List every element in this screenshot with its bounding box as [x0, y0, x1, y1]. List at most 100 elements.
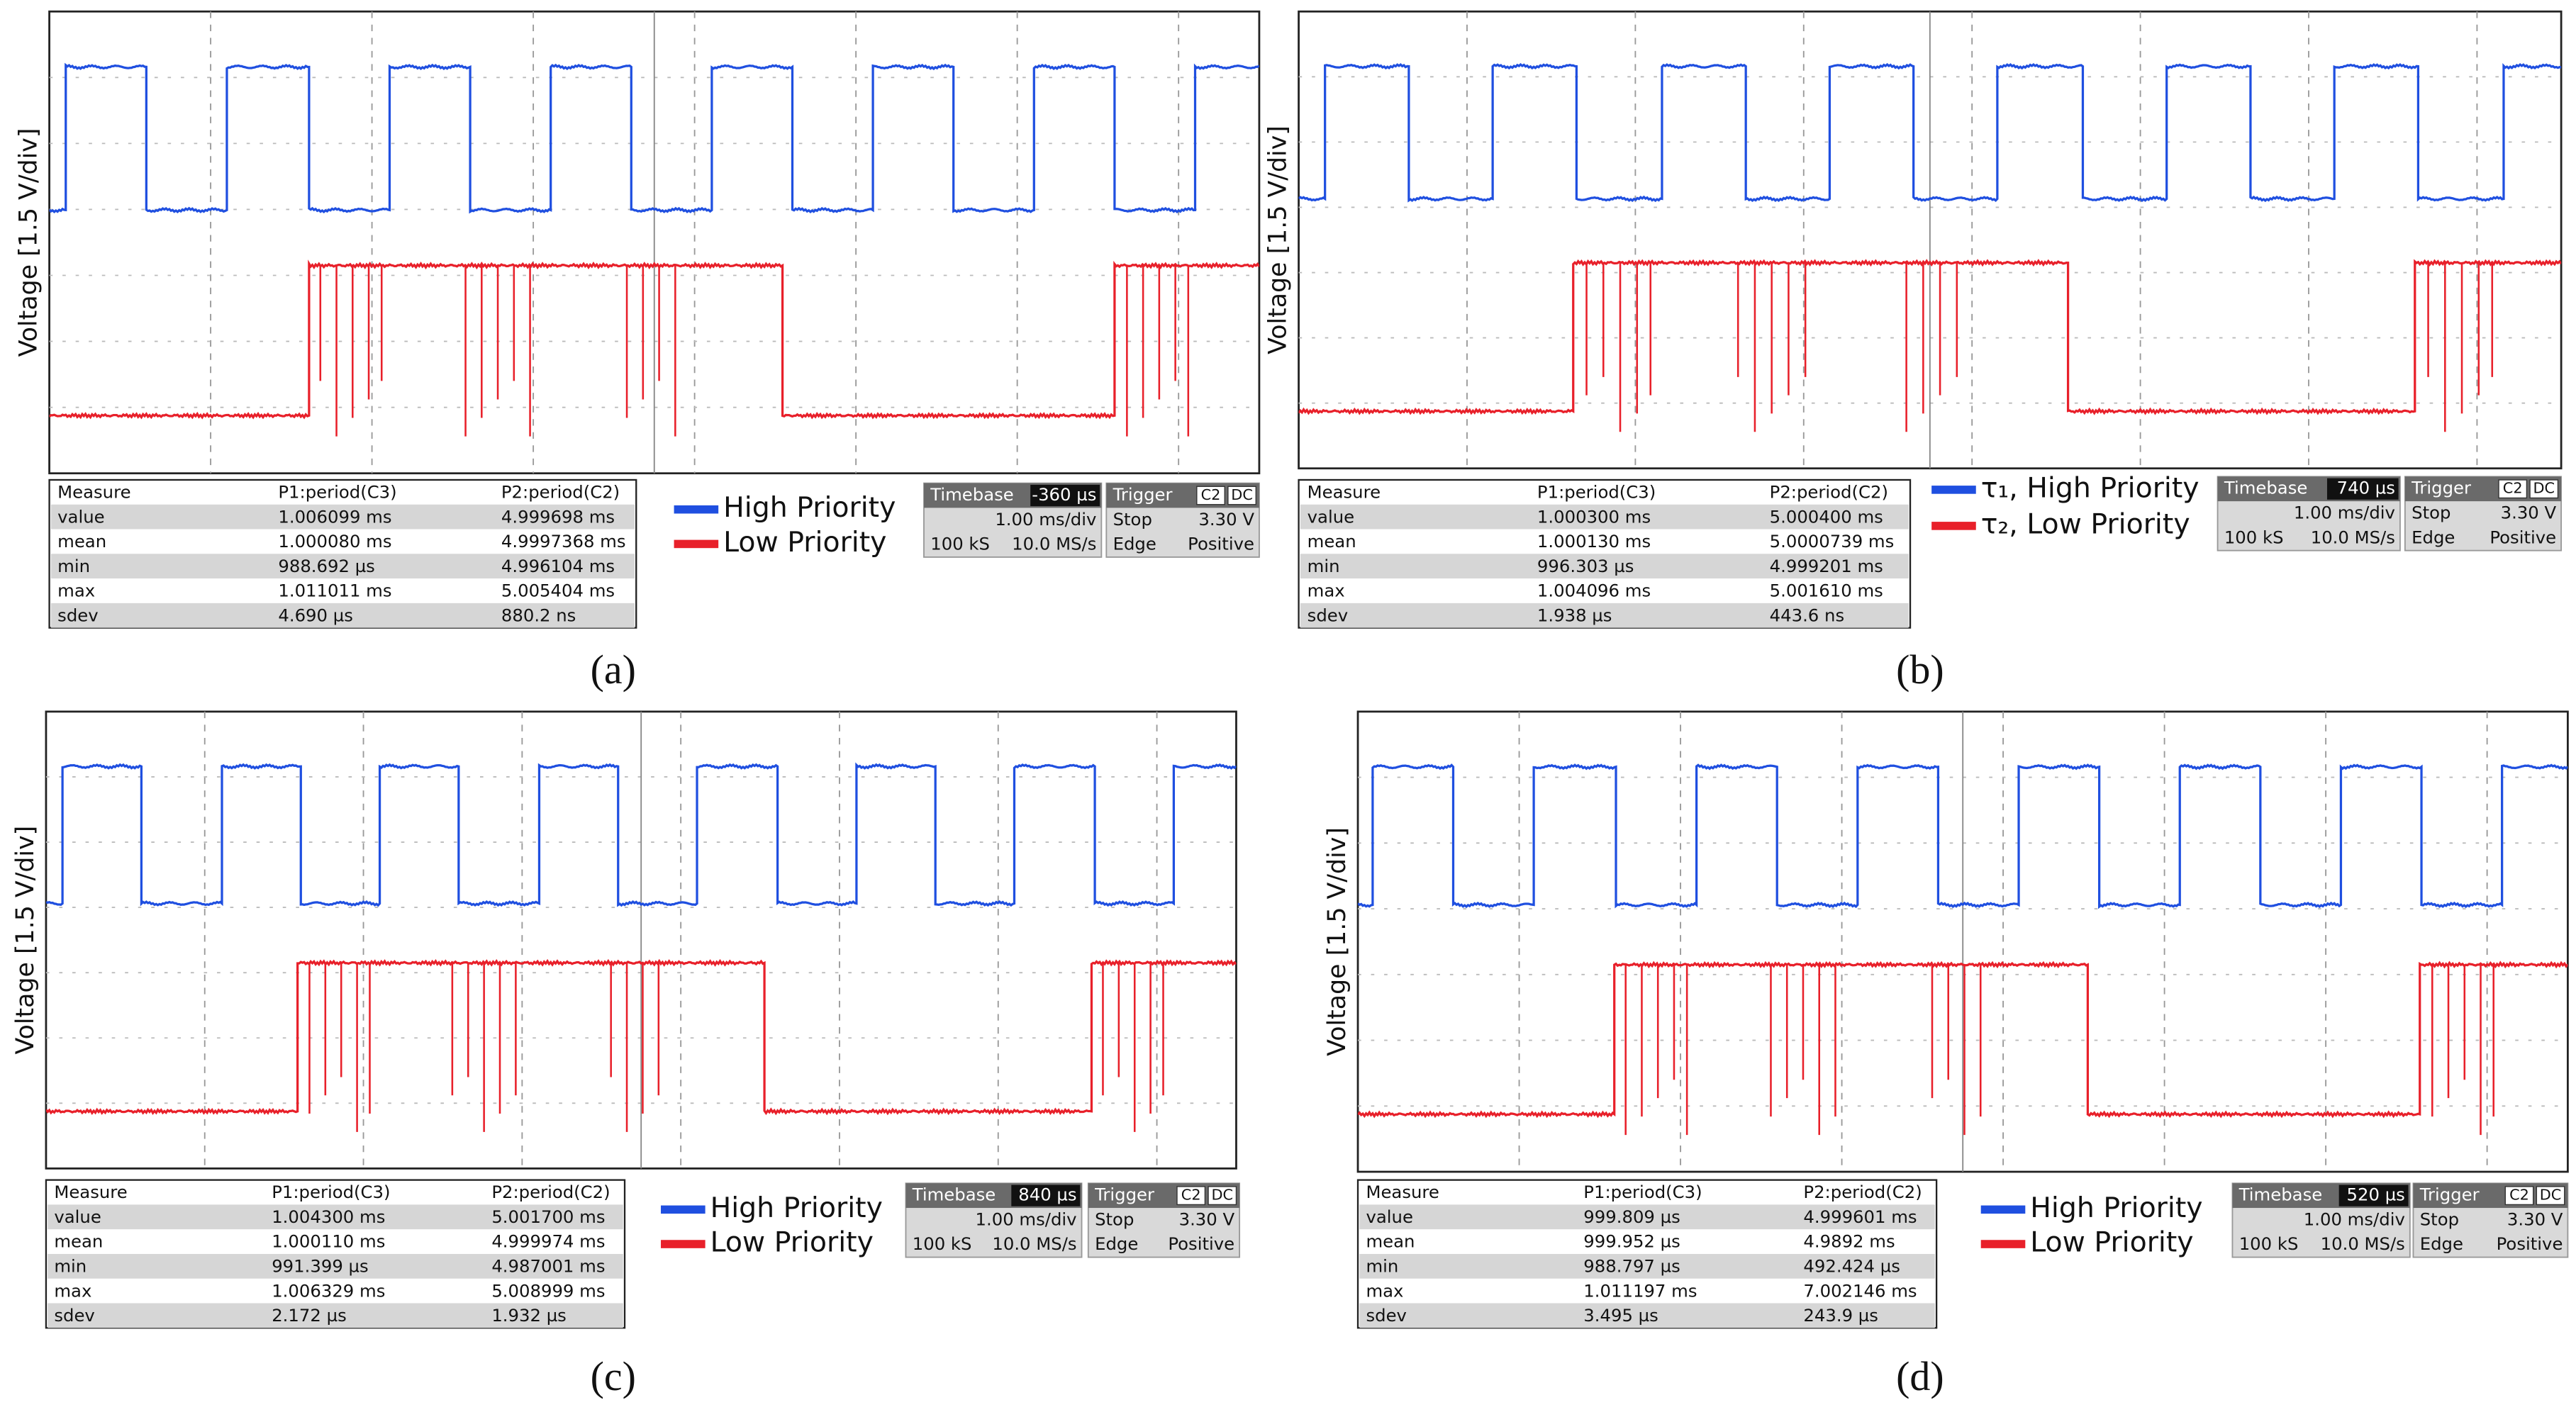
timebase-samples: 100 kS — [930, 534, 990, 554]
table-header: P1:period(C3) — [278, 482, 396, 503]
table-cell: sdev — [57, 605, 98, 625]
table-cell: sdev — [1307, 605, 1348, 625]
trigger-channel-box — [2504, 1186, 2534, 1206]
trigger-channel: C2 — [2503, 480, 2523, 497]
trigger-title: Trigger — [2419, 1184, 2480, 1205]
trigger-coupling-box — [2529, 479, 2559, 499]
trigger-coupling: DC — [2540, 1187, 2562, 1204]
table-cell: max — [1366, 1280, 1403, 1301]
table-cell: 4.999698 ms — [501, 506, 615, 527]
legend-swatch — [661, 1205, 706, 1214]
trigger-channel: C2 — [1181, 1187, 1201, 1204]
legend-label: τ₂, Low Priority — [1981, 508, 2190, 540]
table-cell: 999.952 µs — [1583, 1231, 1680, 1252]
table-cell: 5.0000739 ms — [1770, 531, 1895, 551]
table-cell: 1.000080 ms — [278, 531, 391, 551]
table-cell: 880.2 ns — [501, 605, 576, 625]
trigger-slope: Positive — [1168, 1233, 1234, 1254]
table-cell: 4.9997368 ms — [501, 531, 626, 551]
trigger-channel-box — [1176, 1186, 1206, 1206]
trigger-level: 3.30 V — [2507, 1209, 2563, 1229]
legend-swatch — [674, 539, 719, 549]
timebase-value-box — [1011, 1184, 1081, 1206]
table-cell: value — [1307, 506, 1354, 527]
table-row — [1359, 1303, 1935, 1328]
legend-label: Low Priority — [723, 526, 886, 559]
trigger-level: 3.30 V — [1179, 1209, 1235, 1229]
low-priority-trace — [49, 259, 1259, 420]
timebase-scale: 1.00 ms/div — [2304, 1209, 2405, 1229]
table-header: P2:period(C2) — [491, 1182, 610, 1202]
timebase-value-box — [2338, 1184, 2409, 1206]
table-cell: 4.999601 ms — [1803, 1206, 1917, 1227]
timebase-samples: 100 kS — [2239, 1233, 2299, 1254]
panel-caption: (a) — [591, 646, 636, 693]
table-cell: 1.004096 ms — [1537, 581, 1651, 601]
table-cell: 1.000130 ms — [1537, 531, 1651, 551]
legend-swatch — [1980, 1240, 2026, 1248]
legend-swatch — [661, 1240, 706, 1248]
table-row — [1359, 1253, 1935, 1279]
trigger-type: Edge — [2420, 1233, 2463, 1254]
trigger-channel: C2 — [1201, 486, 1221, 503]
table-cell: 1.006099 ms — [278, 506, 391, 527]
table-cell: mean — [1366, 1231, 1415, 1252]
table-cell: 4.9892 ms — [1803, 1231, 1895, 1252]
panel: Voltage [1.5 V/div] Measure P1:period(C3) P… — [15, 10, 1261, 693]
panel-caption: (d) — [1896, 1353, 1944, 1399]
table-cell: 996.303 µs — [1537, 556, 1634, 576]
table-cell: max — [57, 581, 95, 601]
timebase-scale: 1.00 ms/div — [2294, 503, 2395, 523]
timebase-offset: 840 µs — [1018, 1184, 1076, 1205]
high-priority-trace — [45, 762, 1237, 907]
table-header: Measure — [54, 1182, 127, 1202]
trigger-coupling: DC — [1231, 486, 1253, 503]
table-cell: 5.005404 ms — [501, 581, 615, 601]
table-cell: mean — [1307, 531, 1356, 551]
table-cell: 5.008999 ms — [491, 1280, 605, 1301]
table-cell: 4.690 µs — [278, 605, 353, 625]
table-cell: 243.9 µs — [1803, 1305, 1878, 1326]
trigger-coupling-box — [1227, 486, 1256, 505]
trigger-slope: Positive — [2497, 1233, 2563, 1254]
table-cell: 1.006329 ms — [272, 1280, 385, 1301]
table-cell: sdev — [54, 1305, 94, 1326]
table-cell: 4.987001 ms — [491, 1256, 605, 1277]
table-header: Measure — [1366, 1182, 1439, 1202]
timebase-samples: 100 kS — [2224, 527, 2284, 547]
trigger-level: 3.30 V — [1198, 509, 1254, 530]
trigger-mode: Stop — [2411, 503, 2450, 523]
table-cell: 991.399 µs — [272, 1256, 369, 1277]
trigger-slope: Positive — [1188, 534, 1254, 554]
trigger-coupling: DC — [1211, 1187, 1233, 1204]
table-cell: 4.999201 ms — [1770, 556, 1883, 576]
timebase-samples: 100 kS — [913, 1233, 972, 1254]
trigger-channel-box — [1196, 486, 1225, 505]
timebase-title: Timebase — [2238, 1184, 2323, 1205]
low-priority-trace — [1298, 259, 2562, 415]
legend-label: τ₁, High Priority — [1981, 471, 2199, 504]
legend-label: High Priority — [710, 1192, 883, 1224]
table-cell: value — [54, 1206, 101, 1227]
table-cell: 5.001700 ms — [491, 1206, 605, 1227]
table-header: P1:period(C3) — [1583, 1182, 1702, 1202]
legend-label: High Priority — [2030, 1192, 2202, 1224]
timebase-rate: 10.0 MS/s — [2311, 527, 2395, 547]
timebase-rate: 10.0 MS/s — [1012, 534, 1096, 554]
timebase-offset: 520 µs — [2347, 1184, 2405, 1205]
panel-caption: (c) — [591, 1353, 636, 1399]
timebase-scale: 1.00 ms/div — [995, 509, 1096, 530]
timebase-scale: 1.00 ms/div — [976, 1209, 1077, 1229]
table-cell: mean — [57, 531, 106, 551]
table-cell: 988.797 µs — [1583, 1256, 1680, 1277]
timebase-offset: -360 µs — [1032, 484, 1096, 505]
table-cell: 1.011197 ms — [1583, 1280, 1697, 1301]
panel-caption: (b) — [1896, 646, 1944, 693]
table-cell: min — [1307, 556, 1340, 576]
table-row — [48, 1204, 623, 1230]
trigger-level: 3.30 V — [2501, 503, 2557, 523]
timebase-title: Timebase — [2224, 478, 2308, 498]
legend-swatch — [1931, 486, 1976, 494]
table-cell: 1.000300 ms — [1537, 506, 1651, 527]
timebase-rate: 10.0 MS/s — [992, 1233, 1076, 1254]
